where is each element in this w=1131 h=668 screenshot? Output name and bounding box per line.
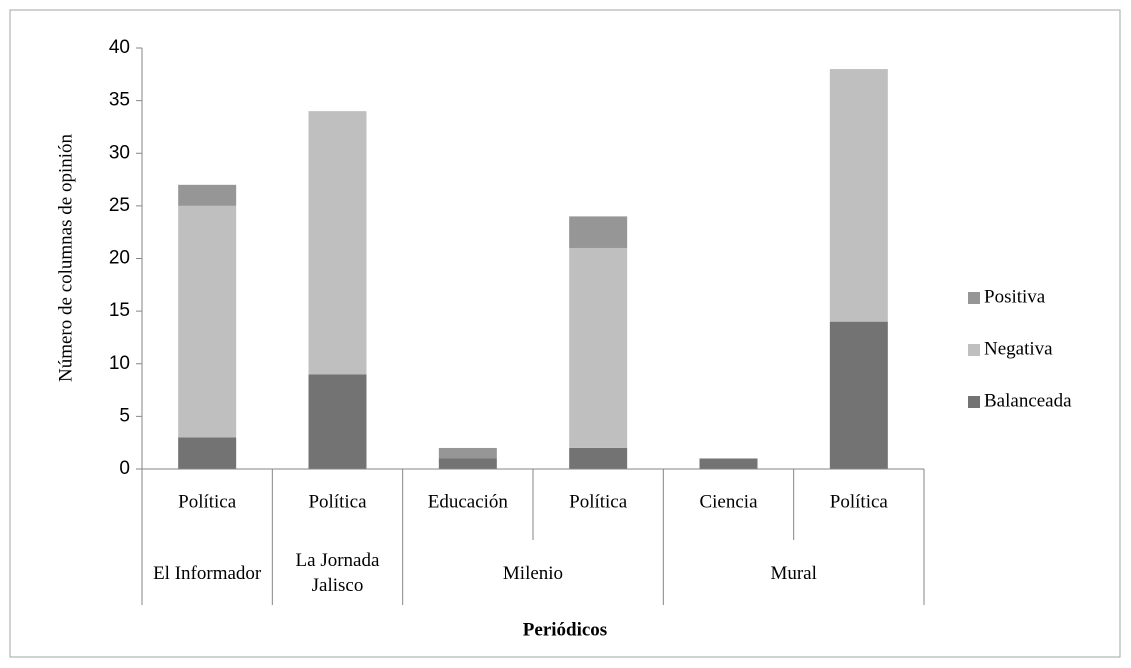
bar-segment xyxy=(569,247,628,448)
bar-segment xyxy=(569,447,628,469)
legend-swatch xyxy=(968,396,980,408)
bar-segment xyxy=(178,205,237,438)
y-axis-title: Número de columnas de opinión xyxy=(55,134,76,383)
x-tick-label: Política xyxy=(569,491,628,512)
legend-label: Negativa xyxy=(984,338,1053,359)
y-tick-label: 20 xyxy=(109,248,130,269)
group-label: Mural xyxy=(770,562,817,584)
group-label: El Informador xyxy=(153,562,262,584)
bar-segment xyxy=(308,111,367,375)
legend-label: Positiva xyxy=(984,286,1046,307)
bar-segment xyxy=(438,458,497,469)
y-tick-label: 40 xyxy=(109,37,130,58)
x-tick-label: Ciencia xyxy=(699,491,758,512)
bar-segment xyxy=(829,321,888,469)
y-tick-label: 30 xyxy=(109,142,130,163)
y-tick-label: 35 xyxy=(109,90,130,111)
bar-segment xyxy=(699,458,758,469)
y-tick-label: 5 xyxy=(119,405,130,426)
group-label: Milenio xyxy=(502,562,564,584)
bar-segment xyxy=(829,69,888,322)
legend-swatch xyxy=(968,292,980,304)
group-label: La Jornada Jalisco xyxy=(295,550,380,596)
bar-segment xyxy=(438,447,497,459)
bar-segment xyxy=(308,374,367,469)
x-tick-label: Política xyxy=(830,491,889,512)
bar-segment xyxy=(178,437,237,469)
x-axis-title: Periódicos xyxy=(523,619,607,640)
chart-border xyxy=(9,9,1121,658)
legend-label: Balanceada xyxy=(984,390,1072,411)
bar-segment xyxy=(178,184,237,206)
legend-swatch xyxy=(968,344,980,356)
x-tick-label: Política xyxy=(178,491,237,512)
x-tick-label: Política xyxy=(308,491,367,512)
x-tick-label: Educación xyxy=(428,491,509,512)
y-tick-label: 25 xyxy=(109,195,130,216)
y-tick-label: 10 xyxy=(109,353,130,374)
y-tick-label: 0 xyxy=(119,458,130,479)
y-tick-label: 15 xyxy=(109,300,130,321)
bar-segment xyxy=(569,216,628,248)
